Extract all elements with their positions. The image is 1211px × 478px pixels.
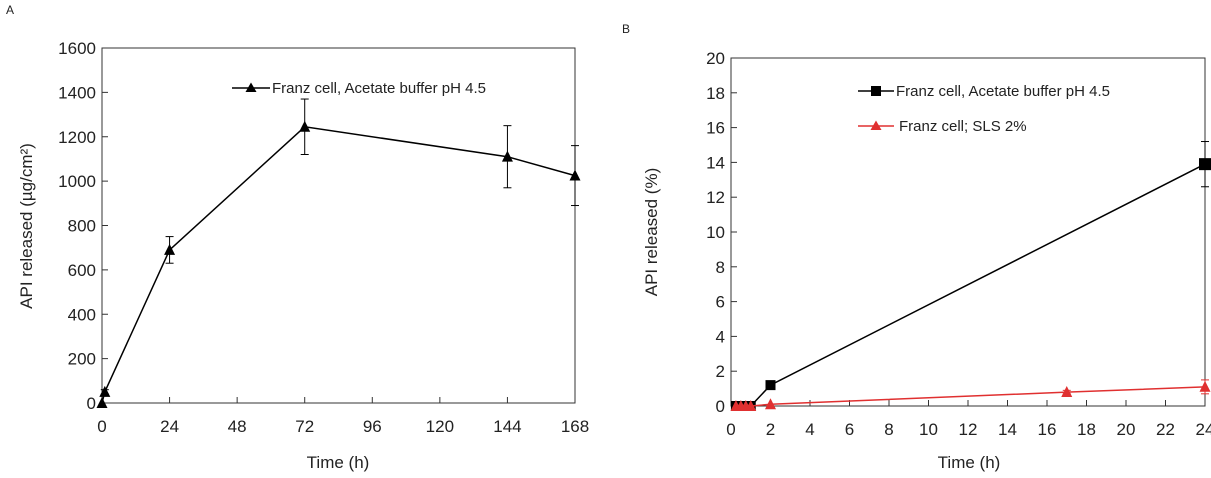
panel-b-series-1-point (1199, 158, 1211, 171)
panel-b-series (730, 141, 1211, 411)
panel-b-x-tick-label: 10 (919, 420, 938, 439)
panel-b-y-tick-label: 4 (716, 327, 725, 346)
panel-b-x-tick-label: 16 (1038, 420, 1057, 439)
panel-b-y-tick-label: 10 (706, 223, 725, 242)
panel-b-series-2-point (765, 398, 776, 410)
panel-b-legend-marker-1 (871, 86, 881, 96)
panel-a: A 0 200 400 600 800 1000 1200 1400 1600 0 24 48 72 9… (6, 3, 589, 472)
panel-a-series-1-point (164, 243, 176, 255)
panel-a-x-tick-label: 168 (561, 417, 589, 436)
panel-a-letter: A (6, 3, 14, 17)
panel-b-series-1-point (765, 380, 776, 391)
panel-b-series-2-point (1061, 386, 1073, 398)
panel-b-y-tick-label: 8 (716, 258, 725, 277)
panel-b-y-title: API released (%) (642, 168, 661, 297)
panel-b-x-tick-label: 18 (1077, 420, 1096, 439)
panel-b-y-tick-label: 20 (706, 49, 725, 68)
panel-b-x-tick-label: 6 (845, 420, 854, 439)
panel-a-x-tick-label: 48 (228, 417, 247, 436)
panel-a-series-1-point (96, 396, 108, 408)
panel-b-x-tick-label: 0 (726, 420, 735, 439)
panel-b-x-title: Time (h) (938, 453, 1001, 472)
panel-a-x-tick-label: 72 (295, 417, 314, 436)
panel-b-x-tick-label: 22 (1156, 420, 1175, 439)
panel-b-y-axis: 0 2 4 6 8 10 12 14 16 18 20 (706, 49, 737, 416)
panel-a-series-1 (96, 98, 581, 408)
panel-a-y-tick-label: 200 (68, 350, 96, 369)
panel-b-letter: B (622, 22, 630, 36)
panel-b-x-tick-label: 24 (1196, 420, 1211, 439)
panel-a-y-tick-label: 1400 (58, 83, 96, 102)
panel-a-series-1-point (569, 169, 581, 181)
panel-a-series (96, 98, 581, 408)
panel-a-y-tick-label: 400 (68, 305, 96, 324)
panel-b-x-tick-label: 2 (766, 420, 775, 439)
panel-a-series-1-point (99, 385, 111, 397)
panel-b-legend-label-2: Franz cell; SLS 2% (899, 118, 1027, 135)
panel-b-y-tick-label: 12 (706, 188, 725, 207)
panel-a-y-axis: 0 200 400 600 800 1000 1200 1400 1600 (58, 39, 108, 413)
panel-a-x-title: Time (h) (307, 453, 370, 472)
panel-b-x-tick-label: 12 (959, 420, 978, 439)
panel-a-x-tick-label: 144 (493, 417, 521, 436)
panel-a-y-tick-label: 1600 (58, 39, 96, 58)
panel-b-series-2-point (1199, 380, 1211, 392)
panel-b-y-tick-label: 18 (706, 84, 725, 103)
panel-b-legend-label-1: Franz cell, Acetate buffer pH 4.5 (896, 83, 1110, 100)
panel-b-series-2 (730, 379, 1211, 411)
panel-b-x-tick-label: 20 (1117, 420, 1136, 439)
panel-b-x-tick-label: 14 (998, 420, 1017, 439)
panel-b-y-tick-label: 14 (706, 153, 725, 172)
panel-b-legend-marker-2 (870, 120, 882, 130)
panel-a-y-tick-label: 1000 (58, 172, 96, 191)
panel-a-legend-marker (245, 82, 257, 92)
panel-a-x-axis: 0 24 48 72 96 120 144 168 (97, 397, 589, 436)
panel-b-plot-area (730, 57, 1206, 407)
panel-b-y-tick-label: 0 (716, 397, 725, 416)
panel-a-x-tick-label: 96 (363, 417, 382, 436)
panel-a-x-tick-label: 24 (160, 417, 179, 436)
panel-a-series-1-point (299, 120, 311, 132)
panel-a-legend: Franz cell, Acetate buffer pH 4.5 (232, 80, 486, 97)
panel-a-legend-label: Franz cell, Acetate buffer pH 4.5 (272, 80, 486, 97)
panel-a-y-tick-label: 1200 (58, 128, 96, 147)
panel-b-y-tick-label: 16 (706, 119, 725, 138)
panel-b-y-tick-label: 6 (716, 293, 725, 312)
panel-b-x-tick-label: 4 (805, 420, 814, 439)
panel-a-y-title: API released (µg/cm²) (17, 143, 36, 309)
panel-a-y-tick-label: 0 (87, 394, 96, 413)
panel-a-x-tick-label: 0 (97, 417, 106, 436)
panel-b-x-axis: 0 2 4 6 8 10 12 14 16 18 20 22 24 (726, 400, 1211, 439)
panel-b-x-tick-label: 8 (884, 420, 893, 439)
panel-a-series-1-point (501, 150, 513, 162)
panel-a-plot-area (101, 47, 576, 404)
panel-b-series-2-point (745, 399, 757, 411)
panel-a-y-tick-label: 600 (68, 261, 96, 280)
panel-a-y-tick-label: 800 (68, 217, 96, 236)
panel-b-y-tick-label: 2 (716, 362, 725, 381)
panel-b-legend: Franz cell, Acetate buffer pH 4.5 Franz … (858, 83, 1110, 135)
panel-a-x-tick-label: 120 (426, 417, 454, 436)
